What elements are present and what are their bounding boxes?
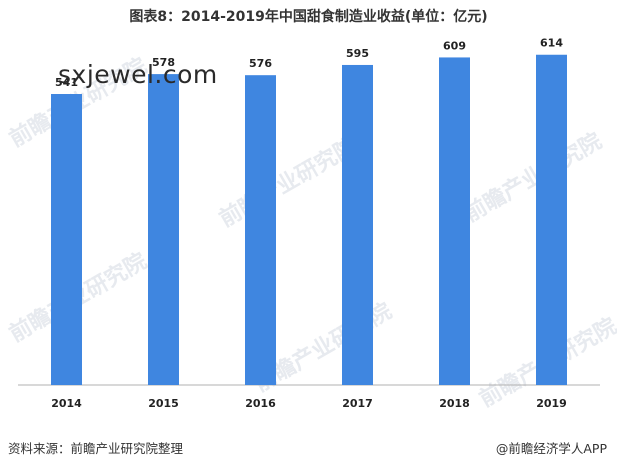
- bar-2015: [148, 74, 179, 385]
- footer-source: 资料来源：前瞻产业研究院整理: [8, 441, 184, 456]
- chart-title: 图表8：2014-2019年中国甜食制造业收益(单位：亿元): [129, 9, 488, 25]
- data-label-2015: 578: [152, 56, 175, 69]
- bar-2014: [51, 94, 82, 386]
- data-label-2014: 541: [55, 76, 78, 89]
- data-label-2019: 614: [540, 37, 563, 50]
- data-label-2018: 609: [443, 39, 466, 52]
- x-tick-label-2014: 2014: [51, 397, 82, 410]
- footer-brand: @前瞻经济学人APP: [495, 441, 607, 456]
- data-label-2017: 595: [346, 47, 369, 60]
- bar-2019: [536, 54, 567, 385]
- x-tick-label-2018: 2018: [439, 397, 470, 410]
- bar-2016: [245, 75, 276, 385]
- bar-2017: [342, 64, 373, 385]
- bar-2018: [439, 57, 470, 385]
- x-tick-label-2017: 2017: [342, 397, 373, 410]
- x-tick-label-2015: 2015: [148, 397, 179, 410]
- x-tick-label-2016: 2016: [245, 397, 276, 410]
- x-tick-label-2019: 2019: [536, 397, 567, 410]
- data-label-2016: 576: [249, 57, 272, 70]
- watermark-site: sxjewel.com: [58, 60, 218, 89]
